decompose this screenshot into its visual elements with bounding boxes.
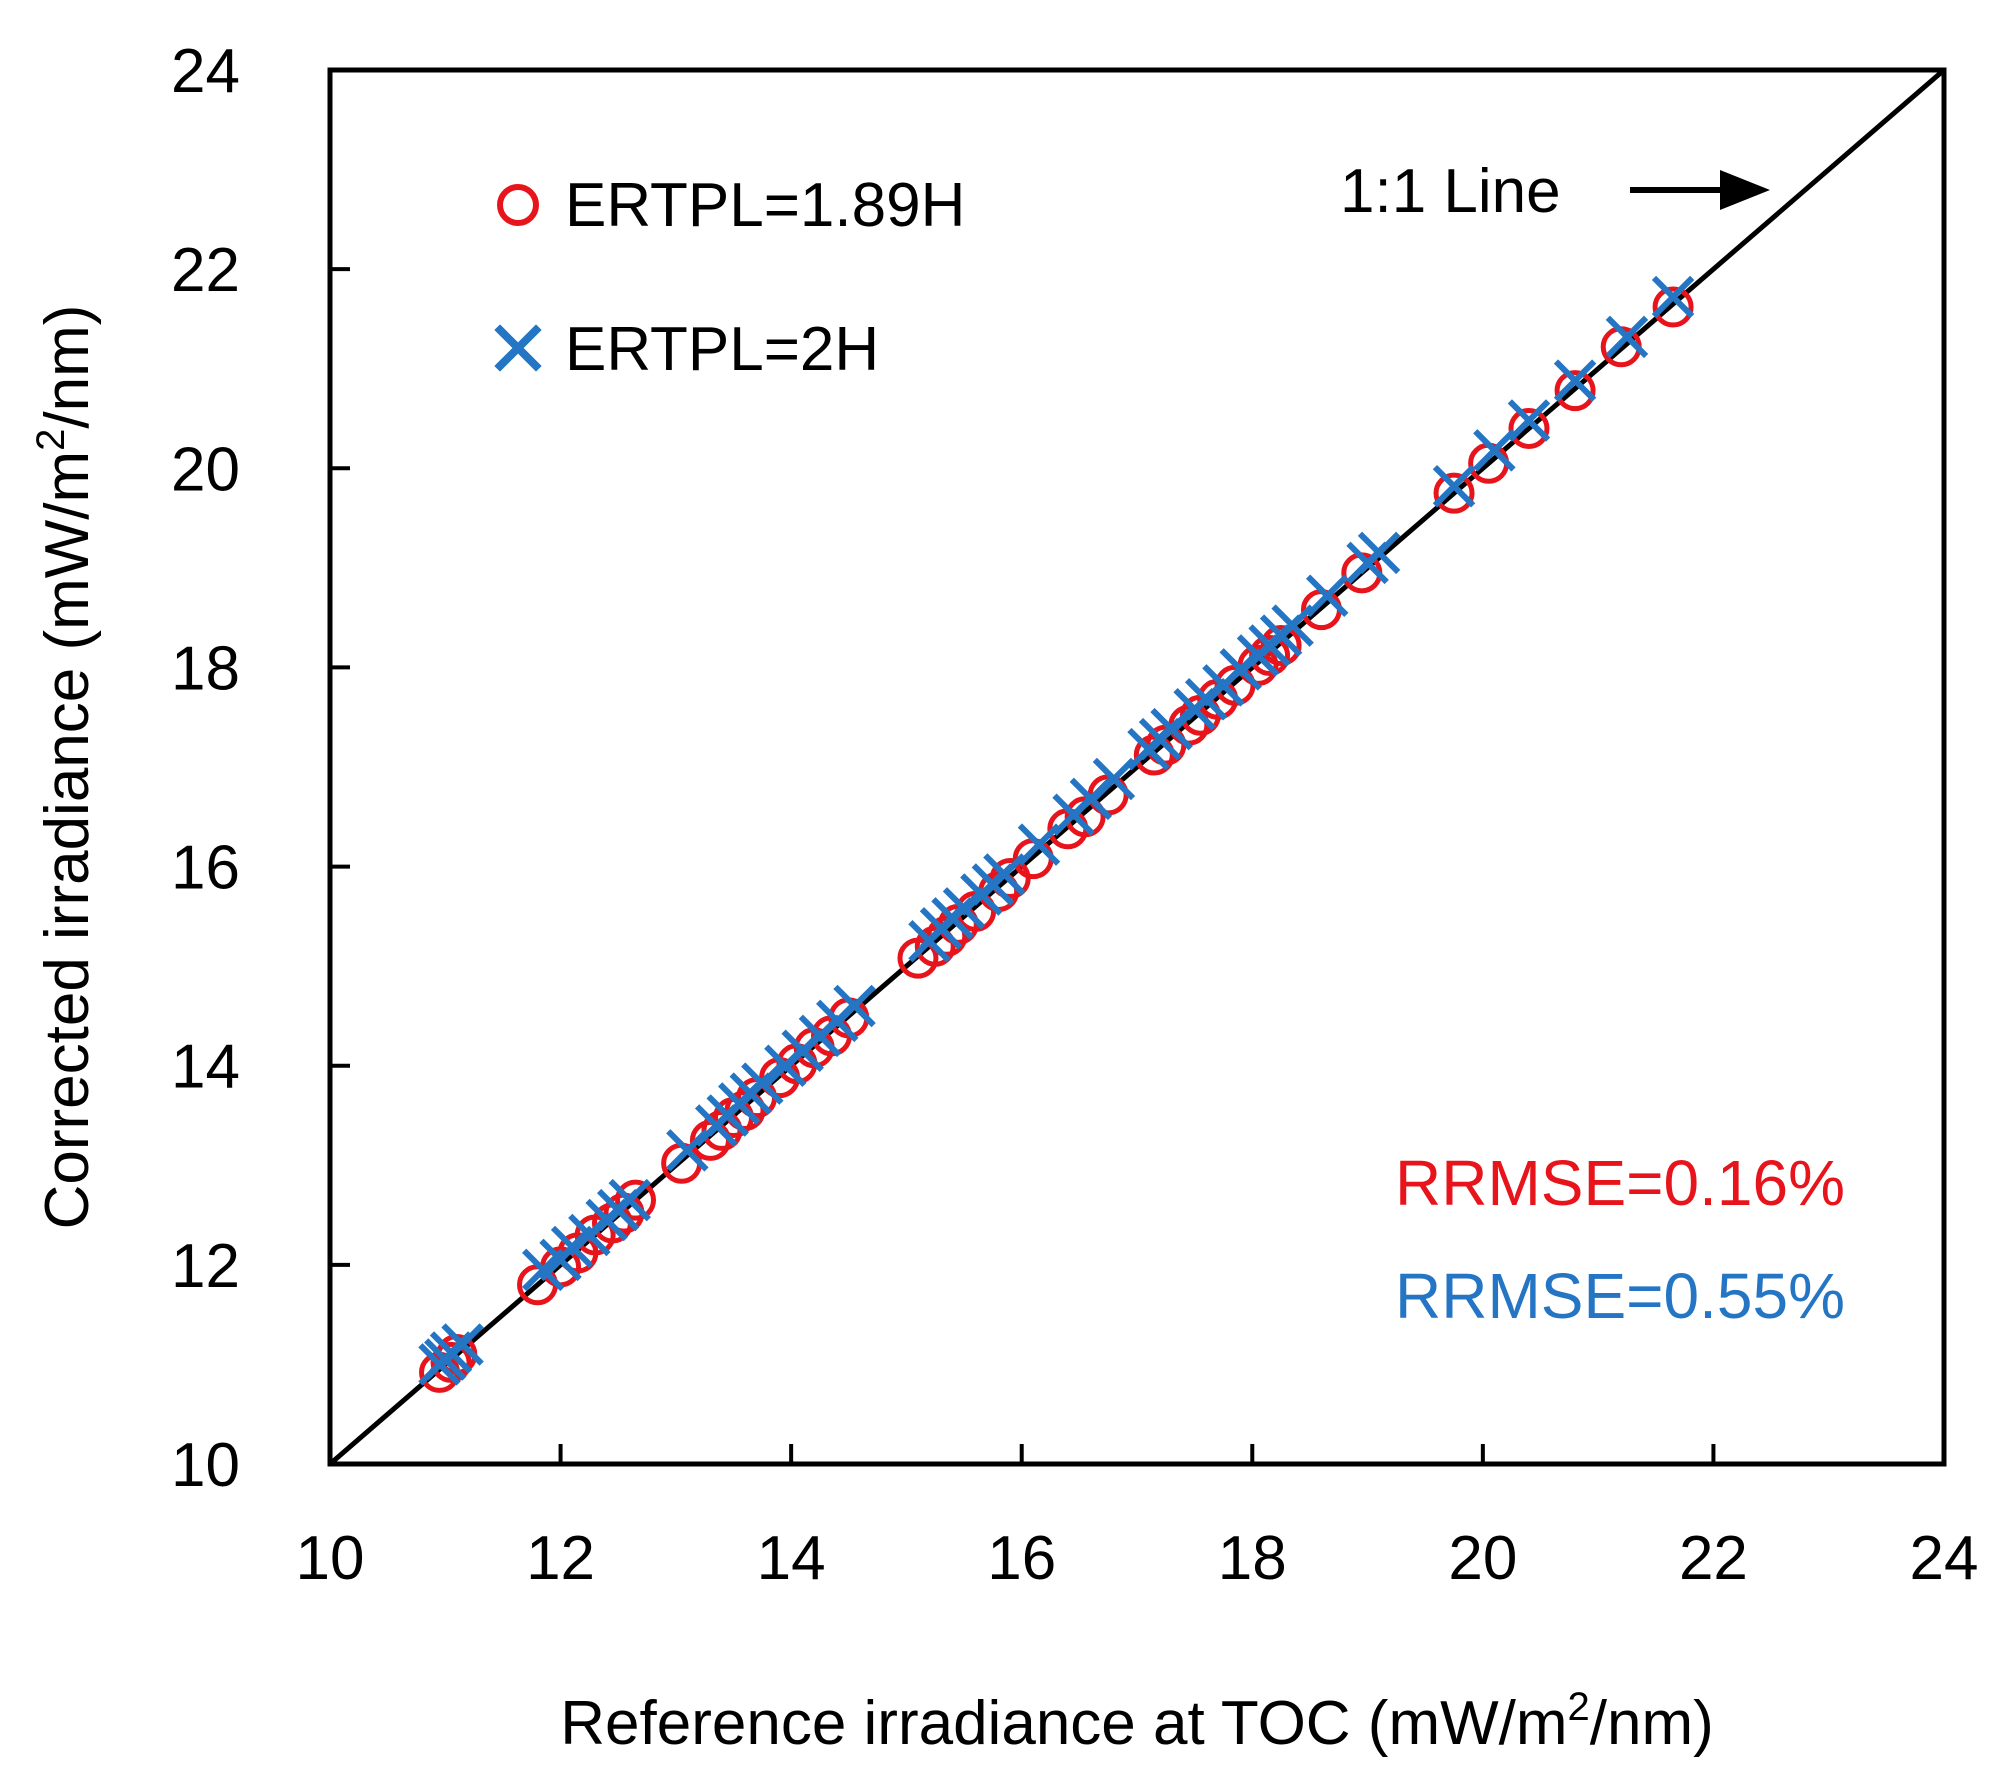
data-point-x — [522, 1248, 565, 1292]
legend-label-series2: ERTPL=2H — [565, 315, 879, 384]
legend: ERTPL=1.89H ERTPL=2H — [494, 171, 965, 384]
data-point-x — [1357, 531, 1401, 575]
x-tick-label: 20 — [1448, 1524, 1517, 1593]
data-point-x — [1017, 823, 1061, 866]
series-ertpl-2h — [418, 275, 1695, 1386]
data-point-x — [1605, 315, 1649, 359]
data-point-circle — [1433, 472, 1475, 514]
y-tick-label: 12 — [171, 1232, 240, 1301]
data-point-x — [741, 1062, 784, 1105]
x-tick-label: 24 — [1910, 1524, 1979, 1593]
data-point-x — [983, 853, 1026, 896]
data-point-x — [550, 1225, 594, 1269]
x-tick-label: 18 — [1218, 1524, 1287, 1593]
data-point-x — [441, 1323, 484, 1366]
y-tick-label: 24 — [171, 37, 240, 106]
data-point-x — [608, 1178, 651, 1222]
y-tick-label: 16 — [171, 834, 240, 903]
legend-x-marker — [494, 324, 542, 372]
data-point-x — [1092, 757, 1136, 801]
x-tick-label: 14 — [757, 1524, 826, 1593]
data-point-x — [1432, 464, 1476, 508]
x-tick-label: 22 — [1679, 1524, 1748, 1593]
one-to-one-arrow — [1630, 170, 1770, 210]
data-point-circle — [1508, 407, 1550, 449]
data-point-x — [1651, 275, 1695, 319]
data-point-x — [833, 984, 876, 1028]
data-point-circle — [430, 1341, 472, 1383]
data-point-circle — [1652, 286, 1694, 328]
x-tick-label: 16 — [987, 1524, 1056, 1593]
data-point-x — [1473, 429, 1516, 472]
data-point-circle — [1064, 796, 1106, 838]
legend-label-series1: ERTPL=1.89H — [565, 171, 965, 240]
y-axis-title: Corrected irradiance (mW/m2/nm) — [29, 305, 102, 1230]
legend-circle-marker — [497, 184, 539, 226]
rrmse-label-series1: RRMSE=0.16% — [1395, 1147, 1845, 1219]
one-to-one-label: 1:1 Line — [1340, 157, 1561, 226]
data-point-circle — [1260, 625, 1302, 667]
y-tick-label: 14 — [171, 1033, 240, 1102]
plot-area — [327, 67, 1947, 1467]
data-point-x — [1507, 399, 1551, 442]
x-axis-ticks: 10 12 14 16 18 20 22 24 — [296, 1444, 1979, 1593]
y-tick-label: 20 — [171, 435, 240, 504]
x-tick-label: 10 — [296, 1524, 365, 1593]
data-point-x — [1271, 604, 1314, 647]
data-point-circle — [615, 1179, 657, 1221]
data-point-circle — [1554, 370, 1596, 412]
y-axis-ticks: 10 12 14 16 18 20 22 24 — [171, 37, 350, 1500]
data-point-circle — [926, 915, 968, 957]
y-tick-label: 18 — [171, 634, 240, 703]
rrmse-label-series2: RRMSE=0.55% — [1395, 1260, 1845, 1332]
y-tick-label: 22 — [171, 236, 240, 305]
data-point-x — [1553, 359, 1597, 402]
data-point-circle — [914, 925, 956, 967]
data-point-circle — [989, 858, 1031, 900]
x-tick-label: 12 — [526, 1524, 595, 1593]
x-axis-title: Reference irradiance at TOC (mW/m2/nm) — [560, 1685, 1713, 1758]
data-point-x — [1305, 574, 1349, 617]
y-tick-label: 10 — [171, 1431, 240, 1500]
